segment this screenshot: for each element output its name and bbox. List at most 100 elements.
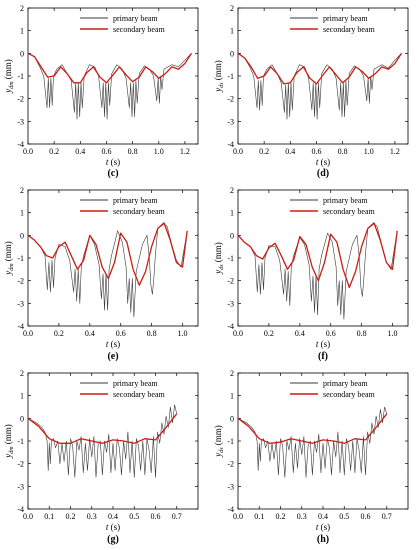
primary-beam-line <box>238 406 388 478</box>
x-tick-label: 0.4 <box>108 512 118 521</box>
y-tick-label: -1 <box>227 437 234 446</box>
y-tick-label: -1 <box>17 254 24 263</box>
x-tick-label: 0.2 <box>264 329 274 338</box>
primary-beam-line <box>238 223 398 320</box>
x-tick-label: 0.6 <box>101 147 111 156</box>
primary-beam-line <box>238 53 402 120</box>
chart-panel-g: -4 -3 -2 -1 0 1 2 0.0 0.1 0.2 0.3 0.4 0.5 0.6 0.7 t (s)… <box>3 369 199 545</box>
y-tick-label: -3 <box>227 299 234 308</box>
x-tick-label: 1.0 <box>154 147 164 156</box>
x-tick-label: 0.0 <box>233 147 243 156</box>
x-axis-label: t (s) <box>106 522 120 532</box>
y-tick-label: 0 <box>20 49 24 58</box>
primary-beam-line <box>28 223 188 318</box>
y-tick-label: -2 <box>17 95 24 104</box>
y-tick-label: 2 <box>20 369 24 378</box>
y-tick-label: 1 <box>230 209 234 218</box>
x-tick-label: 1.0 <box>388 329 398 338</box>
y-tick-label: -3 <box>17 482 24 491</box>
secondary-beam-line <box>28 52 193 84</box>
legend-label: secondary beam <box>323 390 376 399</box>
x-tick-label: 0.0 <box>23 147 33 156</box>
x-tick-label: 1.0 <box>364 147 374 156</box>
secondary-beam-line <box>238 413 388 444</box>
secondary-beam-line <box>28 413 178 444</box>
y-tick-label: 1 <box>230 27 234 36</box>
chart-panel-f: -4 -3 -2 -1 0 1 2 0.0 0.2 0.4 0.6 0.8 1.0 t (s) yds (m… <box>213 186 409 362</box>
legend-label: primary beam <box>323 14 368 23</box>
x-tick-label: 0.8 <box>147 329 157 338</box>
panel-label: (e) <box>107 351 118 362</box>
x-tick-label: 0.8 <box>128 147 138 156</box>
x-axis-label: t (s) <box>316 522 330 532</box>
y-tick-label: -4 <box>17 140 24 149</box>
x-tick-label: 0.5 <box>129 512 139 521</box>
x-tick-label: 0.1 <box>44 512 54 521</box>
y-tick-label: -4 <box>227 140 234 149</box>
y-tick-label: 1 <box>230 392 234 401</box>
x-tick-label: 0.6 <box>361 512 371 521</box>
y-tick-label: -4 <box>17 322 24 331</box>
x-tick-label: 0.4 <box>75 147 85 156</box>
y-tick-label: 0 <box>20 414 24 423</box>
legend-label: secondary beam <box>113 25 166 34</box>
legend-label: primary beam <box>323 196 368 205</box>
x-axis-label: t (s) <box>316 339 330 349</box>
x-tick-label: 0.0 <box>23 512 33 521</box>
y-tick-label: -2 <box>227 460 234 469</box>
x-tick-label: 0.2 <box>49 147 59 156</box>
primary-beam-line <box>28 404 177 478</box>
x-tick-label: 0.0 <box>233 512 243 521</box>
x-tick-label: 0.4 <box>285 147 295 156</box>
x-tick-label: 0.3 <box>297 512 307 521</box>
legend-label: primary beam <box>323 379 368 388</box>
chart-panel-e: -4 -3 -2 -1 0 1 2 0.0 0.2 0.4 0.6 0.8 1.0 t (s) ydm (m… <box>3 186 199 362</box>
legend-label: secondary beam <box>323 207 376 216</box>
x-tick-label: 0.3 <box>87 512 97 521</box>
y-tick-label: 1 <box>20 392 24 401</box>
x-tick-label: 0.7 <box>172 512 182 521</box>
x-tick-label: 0.0 <box>233 329 243 338</box>
y-tick-label: -1 <box>17 437 24 446</box>
x-axis-label: t (s) <box>106 157 120 167</box>
secondary-beam-line <box>238 222 398 289</box>
y-tick-label: 2 <box>20 4 24 13</box>
secondary-beam-line <box>238 52 403 85</box>
y-tick-label: -3 <box>227 482 234 491</box>
y-tick-label: 2 <box>230 186 234 195</box>
y-axis-label: yds (mm) <box>213 425 225 458</box>
y-tick-label: -1 <box>17 72 24 81</box>
x-tick-label: 0.5 <box>339 512 349 521</box>
x-tick-label: 1.0 <box>178 329 188 338</box>
y-tick-label: 0 <box>230 414 234 423</box>
x-tick-label: 1.2 <box>180 147 190 156</box>
y-axis-label: yds (mm) <box>213 60 225 93</box>
y-axis-label: ydm (mm) <box>3 59 15 94</box>
y-tick-label: 0 <box>20 231 24 240</box>
legend-label: secondary beam <box>113 390 166 399</box>
y-tick-label: 1 <box>20 27 24 36</box>
legend-label: primary beam <box>113 379 158 388</box>
x-tick-label: 0.8 <box>357 329 367 338</box>
y-axis-label: ydm (mm) <box>3 424 15 459</box>
secondary-beam-line <box>28 222 188 286</box>
y-tick-label: 0 <box>230 49 234 58</box>
x-tick-label: 0.7 <box>382 512 392 521</box>
y-tick-label: -2 <box>17 460 24 469</box>
y-tick-label: -3 <box>17 117 24 126</box>
x-tick-label: 0.8 <box>338 147 348 156</box>
y-axis-label: yds (mm) <box>213 242 225 275</box>
panel-label: (g) <box>107 534 119 545</box>
primary-beam-line <box>28 53 192 120</box>
x-tick-label: 0.0 <box>23 329 33 338</box>
x-axis-label: t (s) <box>106 339 120 349</box>
y-tick-label: -3 <box>17 299 24 308</box>
x-tick-label: 0.2 <box>66 512 76 521</box>
x-tick-label: 0.2 <box>276 512 286 521</box>
y-tick-label: -1 <box>227 254 234 263</box>
x-tick-label: 0.4 <box>295 329 305 338</box>
panel-label: (d) <box>317 168 329 179</box>
chart-panel-h: -4 -3 -2 -1 0 1 2 0.0 0.1 0.2 0.3 0.4 0.5 0.6 0.7 t (s)… <box>213 369 409 545</box>
x-axis-label: t (s) <box>316 157 330 167</box>
